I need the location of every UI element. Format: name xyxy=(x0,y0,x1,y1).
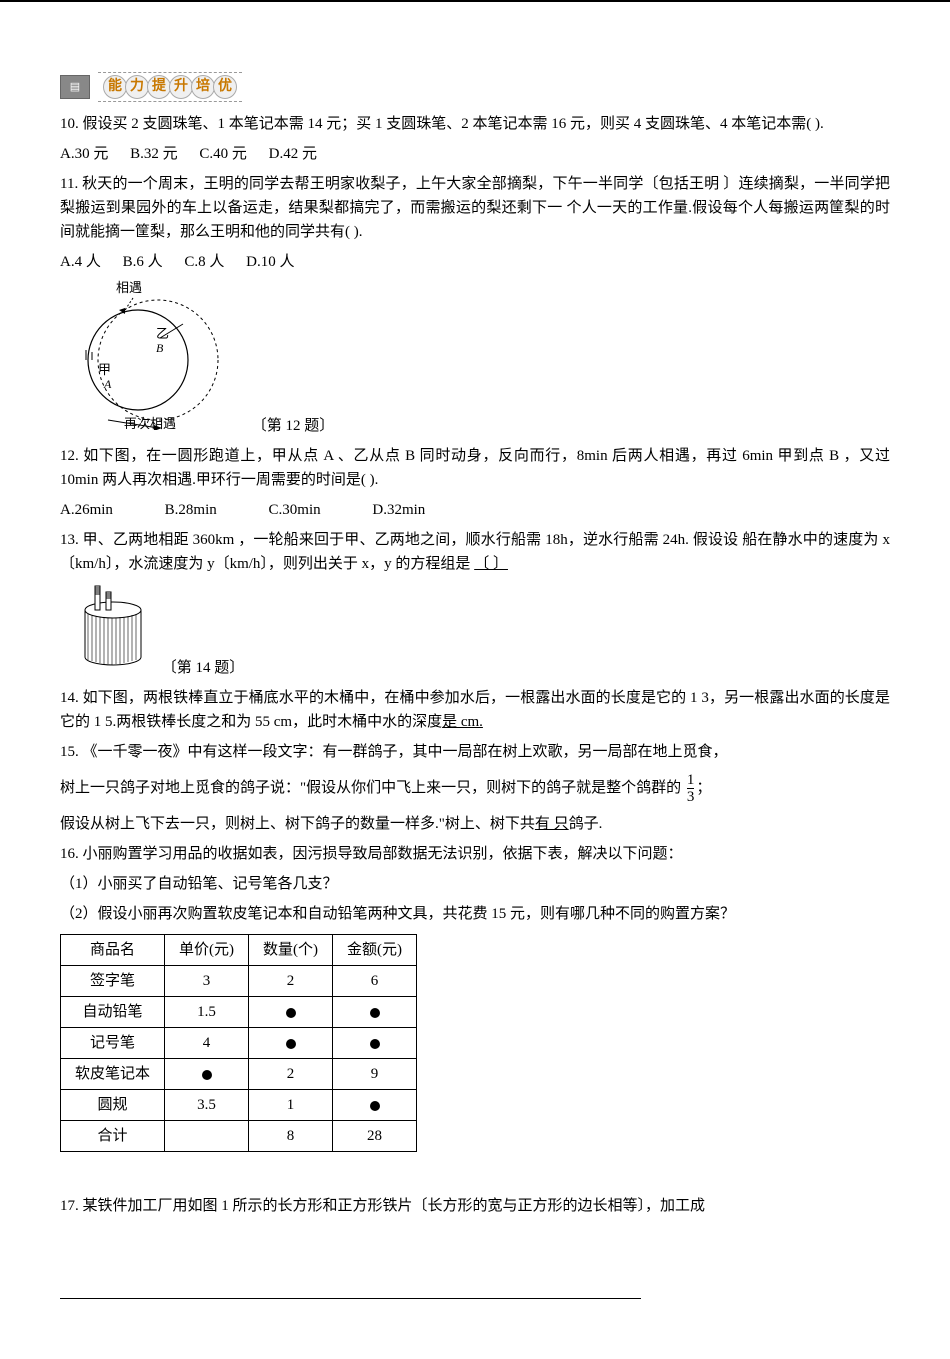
q15-b-tail: ； xyxy=(696,780,711,796)
figure-12: 相遇 乙 B 甲 A 再次相遇 〔第 12 题〕 xyxy=(78,280,890,438)
blot-dot-icon xyxy=(370,1008,380,1018)
question-16-part1: （1）小丽买了自动铅笔、记号笔各几支？ xyxy=(60,872,890,896)
cell-qty: 2 xyxy=(249,1059,333,1090)
figure-12-caption: 〔第 12 题〕 xyxy=(252,418,335,434)
bubble: 升 xyxy=(169,75,193,99)
question-10-options: A.30 元 B.32 元 C.40 元 D.42 元 xyxy=(60,142,890,166)
receipt-table: 商品名 单价(元) 数量(个) 金额(元) 签字笔326自动铅笔1.5记号笔4软… xyxy=(60,934,417,1152)
table-row: 记号笔4 xyxy=(61,1028,417,1059)
cell-name: 圆规 xyxy=(61,1090,165,1121)
table-row: 合计 828 xyxy=(61,1121,417,1152)
question-15c: 假设从树上飞下去一只，则树上、树下鸽子的数量一样多."树上、树下共有 只鸽子. xyxy=(60,812,890,836)
col-price: 单价(元) xyxy=(165,935,249,966)
question-15: 15. 《一千零一夜》中有这样一段文字：有一群鸽子，其中一局部在树上欢歌，另一局… xyxy=(60,740,890,764)
cell-price: 3 xyxy=(165,966,249,997)
blot-dot-icon xyxy=(286,1008,296,1018)
table-row: 签字笔326 xyxy=(61,966,417,997)
table-header-row: 商品名 单价(元) 数量(个) 金额(元) xyxy=(61,935,417,966)
cell-name: 签字笔 xyxy=(61,966,165,997)
question-14: 14. 如下图，两根铁棒直立于桶底水平的木桶中，在桶中参加水后，一根露出水面的长… xyxy=(60,686,890,734)
option-c: C.8 人 xyxy=(184,254,224,270)
question-14-blank: 是 cm. xyxy=(442,714,483,730)
bubble: 力 xyxy=(125,75,149,99)
bubble: 优 xyxy=(213,75,237,99)
option-b: B.28min xyxy=(165,502,217,518)
cell-price xyxy=(165,1059,249,1090)
footer-rule xyxy=(60,1298,641,1299)
section-banner: ▤ 能 力 提 升 培 优 xyxy=(60,72,890,102)
cell-name: 记号笔 xyxy=(61,1028,165,1059)
cell-name: 自动铅笔 xyxy=(61,997,165,1028)
question-15-blank: 有 只 xyxy=(535,816,569,832)
option-a: A.4 人 xyxy=(60,254,101,270)
question-10: 10. 假设买 2 支圆珠笔、1 本笔记本需 14 元；买 1 支圆珠笔、2 本… xyxy=(60,112,890,136)
question-11: 11. 秋天的一个周末，王明的同学去帮王明家收梨子，上午大家全部摘梨，下午一半同… xyxy=(60,172,890,244)
option-d: D.32min xyxy=(372,502,425,518)
col-qty: 数量(个) xyxy=(249,935,333,966)
cell-amt: 9 xyxy=(333,1059,417,1090)
option-a: A.26min xyxy=(60,502,113,518)
figure-14-caption: 〔第 14 题〕 xyxy=(162,660,245,676)
question-15-a: 15. 《一千零一夜》中有这样一段文字：有一群鸽子，其中一局部在树上欢歌，另一局… xyxy=(60,744,728,760)
fraction-one-third: 1 3 xyxy=(687,772,695,806)
option-b: B.32 元 xyxy=(130,146,178,162)
option-d: D.42 元 xyxy=(269,146,317,162)
col-amt: 金额(元) xyxy=(333,935,417,966)
table-row: 软皮笔记本 29 xyxy=(61,1059,417,1090)
question-12: 12. 如下图，在一圆形跑道上，甲从点 A 、乙从点 B 同时动身，反向而行，8… xyxy=(60,444,890,492)
question-15-c: 假设从树上飞下去一只，则树上、树下鸽子的数量一样多."树上、树下共 xyxy=(60,816,535,832)
blot-dot-icon xyxy=(286,1039,296,1049)
cell-qty: 1 xyxy=(249,1090,333,1121)
cell-qty xyxy=(249,997,333,1028)
option-c: C.40 元 xyxy=(199,146,247,162)
cell-amt: 6 xyxy=(333,966,417,997)
label-meet-again: 再次相遇 xyxy=(124,416,176,430)
blot-dot-icon xyxy=(370,1101,380,1111)
figure-14: 〔第 14 题〕 xyxy=(78,582,890,680)
cell-qty: 2 xyxy=(249,966,333,997)
blot-dot-icon xyxy=(370,1039,380,1049)
col-name: 商品名 xyxy=(61,935,165,966)
table-row: 圆规3.51 xyxy=(61,1090,417,1121)
cell-amt xyxy=(333,1028,417,1059)
cell-amt: 28 xyxy=(333,1121,417,1152)
question-15b: 树上一只鸽子对地上觅食的鸽子说："假设从你们中飞上来一只，则树下的鸽子就是整个鸽… xyxy=(60,770,890,806)
blot-dot-icon xyxy=(202,1070,212,1080)
question-15-b: 树上一只鸽子对地上觅食的鸽子说："假设从你们中飞上来一只，则树下的鸽子就是整个鸽… xyxy=(60,780,681,796)
q15-c-tail: 鸽子. xyxy=(569,816,603,832)
cell-amt xyxy=(333,1090,417,1121)
cell-name: 合计 xyxy=(61,1121,165,1152)
bubble: 提 xyxy=(147,75,171,99)
cell-name: 软皮笔记本 xyxy=(61,1059,165,1090)
question-12-options: A.26min B.28min C.30min D.32min xyxy=(60,498,890,522)
cell-price: 3.5 xyxy=(165,1090,249,1121)
bubble: 能 xyxy=(103,75,127,99)
svg-text:甲: 甲 xyxy=(98,362,111,377)
cell-price xyxy=(165,1121,249,1152)
cell-qty xyxy=(249,1028,333,1059)
question-13-blank: 〔 〕 xyxy=(474,556,508,572)
svg-text:A: A xyxy=(103,377,112,391)
table-row: 自动铅笔1.5 xyxy=(61,997,417,1028)
cell-price: 4 xyxy=(165,1028,249,1059)
option-c: C.30min xyxy=(269,502,321,518)
question-13: 13. 甲、乙两地相距 360km ，一轮船来回于甲、乙两地之间，顺水行船需 1… xyxy=(60,528,890,576)
bubble: 培 xyxy=(191,75,215,99)
cell-amt xyxy=(333,997,417,1028)
cell-price: 1.5 xyxy=(165,997,249,1028)
question-17: 17. 某铁件加工厂用如图 1 所示的长方形和正方形铁片〔长方形的宽与正方形的边… xyxy=(60,1194,890,1218)
banner-icon: ▤ xyxy=(60,75,90,99)
banner-bubbles: 能 力 提 升 培 优 xyxy=(98,72,242,102)
svg-text:B: B xyxy=(156,341,164,355)
question-16: 16. 小丽购置学习用品的收据如表，因污损导致局部数据无法识别，依据下表，解决以… xyxy=(60,842,890,866)
option-b: B.6 人 xyxy=(123,254,163,270)
option-a: A.30 元 xyxy=(60,146,108,162)
question-11-options: A.4 人 B.6 人 C.8 人 D.10 人 xyxy=(60,250,890,274)
label-meet: 相遇 xyxy=(116,280,142,295)
cell-qty: 8 xyxy=(249,1121,333,1152)
option-d: D.10 人 xyxy=(246,254,294,270)
question-16-part2: （2）假设小丽再次购置软皮笔记本和自动铅笔两种文具，共花费 15 元，则有哪几种… xyxy=(60,902,890,926)
